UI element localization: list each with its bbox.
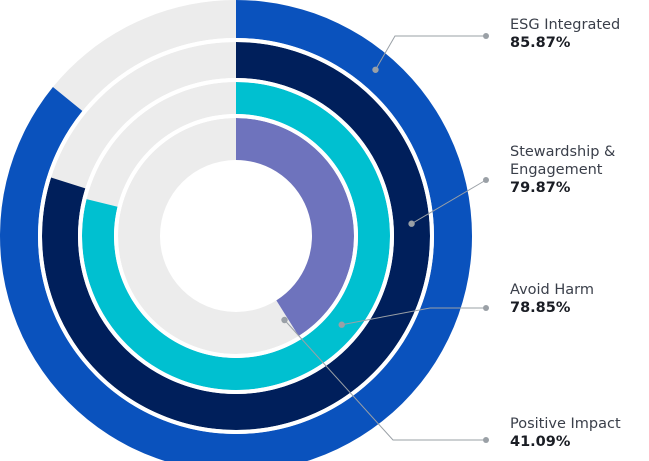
leader-line-1 — [375, 35, 486, 71]
ring-separator-1 — [38, 38, 434, 434]
leader-end-dot-1 — [483, 33, 489, 39]
leader-end-dot-3 — [483, 305, 489, 311]
ring-separator-3 — [114, 114, 358, 358]
center-hole — [206, 206, 266, 266]
series-value-3: 78.85% — [510, 300, 571, 316]
leader-anchor-dot-2 — [408, 220, 415, 227]
ring-separator-2 — [78, 78, 394, 394]
series-label-3: Avoid Harm — [510, 282, 594, 298]
leader-anchor-dot-4 — [281, 316, 288, 324]
series-label-4: Positive Impact — [510, 416, 621, 432]
series-value-1: 85.87% — [510, 35, 571, 51]
series-label-2-line-1: Stewardship & — [510, 144, 615, 160]
leader-line-4 — [284, 319, 486, 441]
leader-end-dot-4 — [483, 437, 489, 443]
leader-end-dot-2 — [483, 177, 489, 183]
leader-anchor-dot-1 — [372, 66, 379, 73]
series-label-1: ESG Integrated — [510, 17, 620, 33]
series-label-2-line-2: Engagement — [510, 162, 603, 178]
leader-lines — [281, 33, 489, 443]
series-value-2: 79.87% — [510, 180, 571, 196]
chart-rings — [0, 0, 472, 461]
ring-bar-4 — [236, 118, 354, 336]
leader-line-3 — [341, 307, 486, 326]
leader-line-2 — [411, 179, 487, 225]
leader-anchor-dot-3 — [338, 321, 345, 328]
series-value-4: 41.09% — [510, 434, 571, 450]
chart-labels: ESG Integrated 85.87% Stewardship & Engagem… — [510, 17, 621, 450]
